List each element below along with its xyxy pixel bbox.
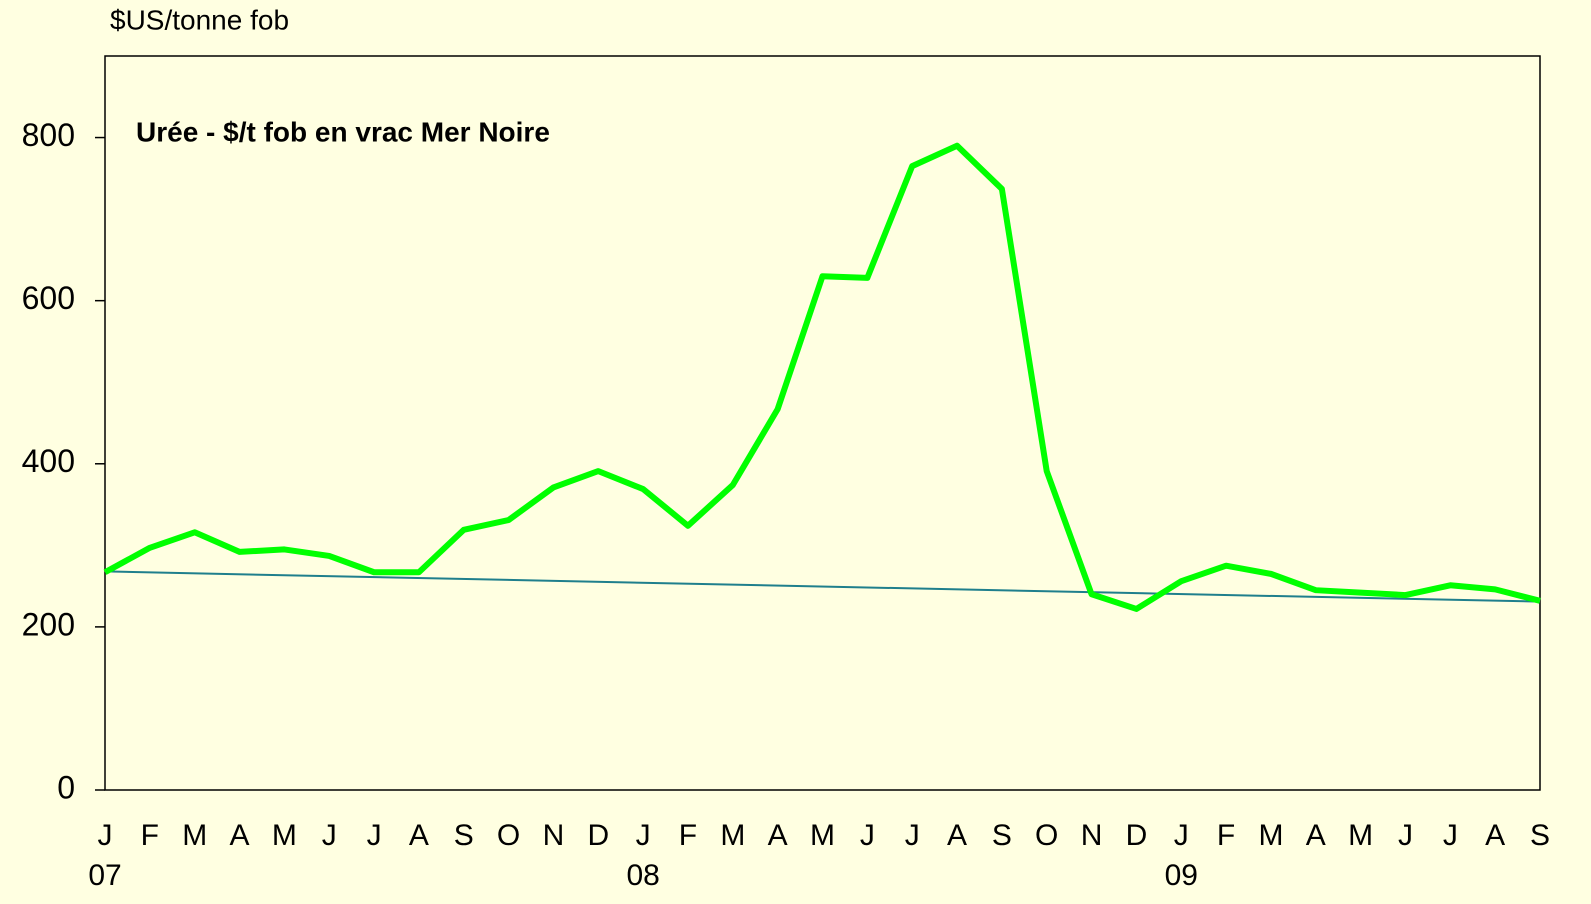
x-tick-label: D [1126,819,1148,852]
x-tick-label: N [543,819,565,852]
x-tick-label: N [1081,819,1103,852]
x-tick-label: A [409,819,429,852]
x-tick-label: S [992,819,1012,852]
x-tick-label: J [905,819,920,852]
x-tick-label: J [367,819,382,852]
x-tick-label: F [1217,819,1235,852]
y-tick-label: 800 [22,117,75,153]
x-tick-label: F [679,819,697,852]
x-tick-label: M [182,819,207,852]
y-tick-label: 0 [57,769,75,805]
x-tick-label: J [1443,819,1458,852]
y-tick-label: 600 [22,280,75,316]
x-tick-label: D [587,819,609,852]
x-tick-label: F [141,819,159,852]
data-line [103,142,1541,612]
x-tick-label: M [810,819,835,852]
year-label: 07 [88,859,121,892]
x-tick-label: A [1306,819,1326,852]
x-tick-label: S [1530,819,1550,852]
plot-area [104,55,1541,791]
x-tick-label: M [720,819,745,852]
x-tick-label: M [1348,819,1373,852]
y-tick-label: 400 [22,443,75,479]
x-tick-label: J [98,819,113,852]
x-tick-label: J [636,819,651,852]
x-tick-label: J [322,819,337,852]
x-tick-label: M [272,819,297,852]
x-tick-label: O [1035,819,1058,852]
y-axis-label: $US/tonne fob [110,4,289,35]
x-tick-label: J [1398,819,1413,852]
x-tick-label: J [1174,819,1189,852]
x-tick-label: A [947,819,967,852]
series-label: Urée - $/t fob en vrac Mer Noire [136,116,550,147]
x-tick-label: S [454,819,474,852]
year-label: 08 [626,859,659,892]
x-tick-label: O [497,819,520,852]
x-tick-label: M [1258,819,1283,852]
x-tick-label: A [768,819,788,852]
trend-line [104,570,1541,603]
x-tick-label: A [230,819,250,852]
x-tick-label: J [860,819,875,852]
x-tick-label: A [1485,819,1505,852]
year-label: 09 [1165,859,1198,892]
y-tick-label: 200 [22,606,75,642]
